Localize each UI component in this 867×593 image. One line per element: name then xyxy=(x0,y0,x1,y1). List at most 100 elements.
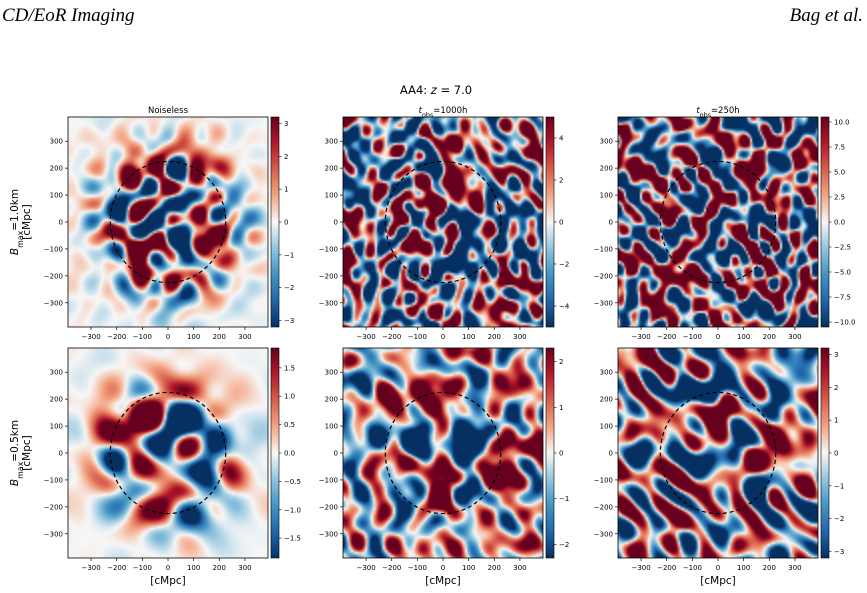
x-tick-label: 200 xyxy=(488,333,501,341)
x-tick-label: −100 xyxy=(683,564,702,572)
heatmap-image xyxy=(343,348,543,558)
colorbar-tick-label: −0.5 xyxy=(284,478,301,486)
colorbar xyxy=(545,347,555,559)
x-tick-label: 200 xyxy=(763,564,776,572)
x-tick-label: 300 xyxy=(788,564,801,572)
x-tick-label: 100 xyxy=(737,564,750,572)
heatmap-image xyxy=(343,117,543,327)
x-tick-label: 300 xyxy=(238,333,251,341)
colorbar-tick-label: −1 xyxy=(559,495,569,503)
colorbar-tick-label: 7.5 xyxy=(834,144,845,152)
y-tick-label: −100 xyxy=(44,476,63,484)
dashed-circle xyxy=(659,160,777,284)
colorbar-tick-label: −1.0 xyxy=(284,506,301,514)
y-tick-label: −200 xyxy=(594,503,613,511)
colorbar-tick-label: 2 xyxy=(284,153,288,161)
colorbar-tick-label: 5.0 xyxy=(834,169,845,177)
y-tick-label: −300 xyxy=(44,299,63,307)
y-tick-label: 300 xyxy=(325,138,338,146)
y-tick-label: 100 xyxy=(325,192,338,200)
x-tick-label: −200 xyxy=(107,333,126,341)
y-tick-label: −300 xyxy=(594,530,613,538)
y-tick-label: −100 xyxy=(319,245,338,253)
dashed-circle xyxy=(384,391,502,515)
colorbar-tick-label: −1.5 xyxy=(284,535,301,543)
heatmap-image xyxy=(68,117,268,327)
y-tick-label: 300 xyxy=(325,369,338,377)
x-tick-label: 300 xyxy=(788,333,801,341)
x-axis-label: [cMpc] xyxy=(425,575,460,587)
x-axis-label: [cMpc] xyxy=(150,575,185,587)
y-tick-label: −300 xyxy=(319,299,338,307)
colorbar xyxy=(270,116,280,328)
colorbar-tick-label: −2.5 xyxy=(834,244,851,252)
x-tick-label: 100 xyxy=(462,564,475,572)
colorbar-tick-label: 2.5 xyxy=(834,194,845,202)
y-tick-label: 100 xyxy=(50,192,63,200)
y-tick-label: 100 xyxy=(600,192,613,200)
x-tick-label: 0 xyxy=(716,333,720,341)
colorbar-tick-label: −7.5 xyxy=(834,294,851,302)
y-tick-label: 300 xyxy=(50,369,63,377)
colorbar-tick-label: 0.5 xyxy=(284,421,295,429)
x-tick-label: −200 xyxy=(657,333,676,341)
dashed-circle xyxy=(109,160,227,284)
x-tick-label: −300 xyxy=(81,333,100,341)
colorbar-tick-label: −2 xyxy=(284,284,294,292)
colorbar-tick-label: 10.0 xyxy=(834,119,850,127)
colorbar-tick-label: 1 xyxy=(834,417,838,425)
heatmap-panel-r1c0: −300 −300 −200 −200 −100 −100 0 0 100 100 200 200 30… xyxy=(44,347,301,587)
y-tick-label: 0 xyxy=(609,219,613,227)
y-tick-label: −200 xyxy=(319,272,338,280)
y-tick-label: 300 xyxy=(600,369,613,377)
dashed-circle xyxy=(109,391,227,515)
colorbar-tick-label: 1 xyxy=(284,186,288,194)
x-tick-label: 100 xyxy=(187,333,200,341)
panel-title: tobs=1000h xyxy=(419,106,468,119)
y-tick-label: −300 xyxy=(319,530,338,538)
x-tick-label: 0 xyxy=(441,333,445,341)
x-tick-label: −100 xyxy=(133,333,152,341)
y-tick-label: −200 xyxy=(319,503,338,511)
y-tick-label: 0 xyxy=(59,219,63,227)
dashed-circle xyxy=(384,160,502,284)
colorbar-tick-label: 2 xyxy=(834,384,838,392)
colorbar-tick-label: 0.0 xyxy=(834,219,845,227)
x-tick-label: −100 xyxy=(683,333,702,341)
colorbar-tick-label: 3 xyxy=(834,351,838,359)
y-tick-label: 100 xyxy=(600,423,613,431)
colorbar-tick-label: −3 xyxy=(284,317,294,325)
y-tick-label: 200 xyxy=(600,396,613,404)
y-tick-label: −200 xyxy=(44,272,63,280)
y-tick-label: −100 xyxy=(44,245,63,253)
colorbar-tick-label: 1.5 xyxy=(284,364,295,372)
heatmap-panel-r0c1: −300 −300 −200 −200 −100 −100 0 0 100 100 200 200 30… xyxy=(319,106,570,341)
colorbar xyxy=(820,347,830,559)
colorbar-tick-label: −5.0 xyxy=(834,269,851,277)
colorbar-tick-label: 0 xyxy=(559,219,563,227)
colorbar xyxy=(270,347,280,559)
colorbar-tick-label: −2 xyxy=(559,541,569,549)
y-tick-label: 0 xyxy=(609,450,613,458)
x-axis-label: [cMpc] xyxy=(700,575,735,587)
x-tick-label: 200 xyxy=(763,333,776,341)
figure-suptitle: AA4: z = 7.0 xyxy=(400,83,472,97)
y-tick-label: −300 xyxy=(44,530,63,538)
y-tick-label: −300 xyxy=(594,299,613,307)
colorbar-tick-label: −10.0 xyxy=(834,319,855,327)
heatmap-image xyxy=(618,117,818,327)
x-tick-label: −300 xyxy=(631,333,650,341)
colorbar-tick-label: −2 xyxy=(559,261,569,269)
heatmap-image xyxy=(618,348,818,558)
colorbar-tick-label: −1 xyxy=(834,482,844,490)
x-tick-label: −100 xyxy=(408,564,427,572)
x-tick-label: 300 xyxy=(513,333,526,341)
x-tick-label: −200 xyxy=(107,564,126,572)
x-tick-label: −200 xyxy=(382,333,401,341)
x-tick-label: −300 xyxy=(356,333,375,341)
x-tick-label: −300 xyxy=(356,564,375,572)
row-label-unit: [cMpc] xyxy=(21,435,33,470)
colorbar-tick-label: 2 xyxy=(559,358,563,366)
y-tick-label: 200 xyxy=(50,165,63,173)
x-tick-label: −200 xyxy=(382,564,401,572)
